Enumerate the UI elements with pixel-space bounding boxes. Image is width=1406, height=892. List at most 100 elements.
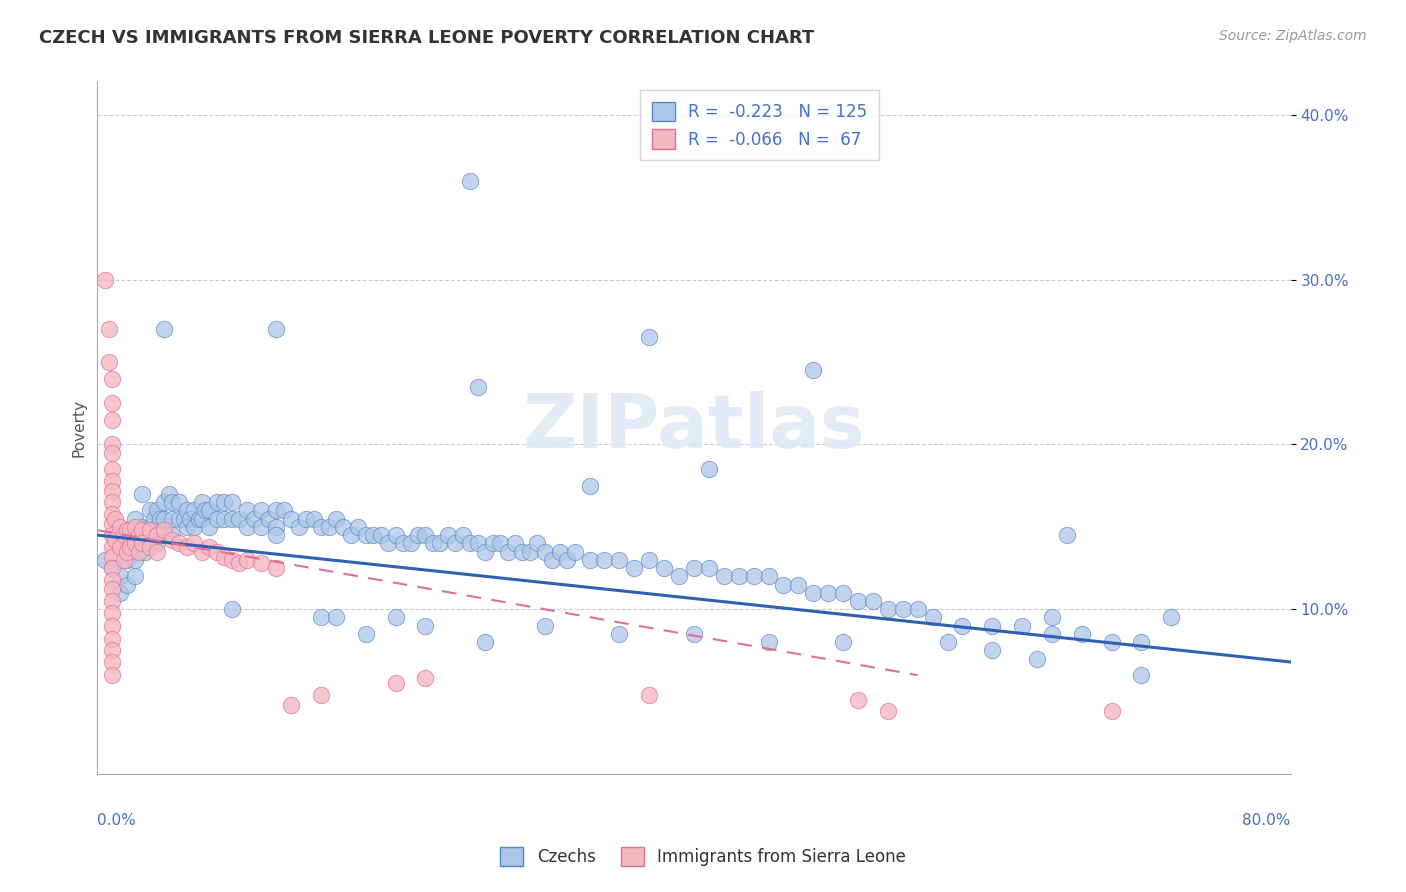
Point [98,355,121,369]
Point [101,582,124,597]
Point [198,540,221,554]
Point [266,528,288,542]
Point [228,556,250,570]
Point [228,511,250,525]
Point [437,528,460,542]
Point [309,688,332,702]
Point [131,536,153,550]
Point [101,668,124,682]
Point [250,503,273,517]
Point [104,528,127,542]
Point [173,511,195,525]
Point [332,520,354,534]
Point [503,536,526,550]
Point [169,495,191,509]
Point [474,635,496,649]
Point [112,528,135,542]
Point [250,556,273,570]
Point [772,577,794,591]
Point [101,561,124,575]
Point [146,520,169,534]
Point [146,528,169,542]
Point [101,632,124,646]
Point [846,693,869,707]
Point [533,544,555,558]
Point [101,594,124,608]
Point [713,569,735,583]
Point [1070,627,1092,641]
Point [187,511,209,525]
Point [318,520,340,534]
Point [101,606,124,620]
Point [176,520,198,534]
Point [112,553,135,567]
Point [458,536,481,550]
Point [235,503,257,517]
Point [273,503,295,517]
Point [212,495,235,509]
Point [354,627,377,641]
Point [169,511,191,525]
Text: 0.0%: 0.0% [97,813,136,828]
Point [243,511,266,525]
Point [280,698,302,712]
Point [652,561,675,575]
Point [952,618,974,632]
Point [638,553,661,567]
Point [138,523,160,537]
Point [415,618,437,632]
Point [138,536,160,550]
Point [340,528,363,542]
Point [489,536,512,550]
Point [801,586,824,600]
Point [891,602,914,616]
Point [108,586,131,600]
Point [146,536,169,550]
Point [325,610,347,624]
Point [1011,618,1033,632]
Point [131,536,153,550]
Point [153,511,176,525]
Point [131,520,153,534]
Point [101,437,124,451]
Point [467,536,489,550]
Point [183,503,205,517]
Point [146,503,169,517]
Point [112,544,135,558]
Point [190,511,212,525]
Point [876,602,898,616]
Point [108,520,131,534]
Point [526,536,548,550]
Point [266,503,288,517]
Point [280,511,302,525]
Y-axis label: Poverty: Poverty [72,399,86,457]
Point [120,540,142,554]
Point [817,586,839,600]
Point [325,511,347,525]
Point [266,520,288,534]
Point [257,511,280,525]
Point [104,533,127,547]
Point [1130,668,1153,682]
Point [221,553,243,567]
Point [115,523,138,537]
Point [205,544,228,558]
Point [347,520,370,534]
Point [309,520,332,534]
Point [384,676,406,690]
Point [384,528,406,542]
Point [235,553,257,567]
Point [134,544,156,558]
Point [555,553,578,567]
Point [101,413,124,427]
Point [115,577,138,591]
Point [179,511,201,525]
Point [128,544,150,558]
Point [120,523,142,537]
Point [94,553,117,567]
Point [128,528,150,542]
Point [108,569,131,583]
Point [101,540,124,554]
Point [153,523,176,537]
Point [124,569,146,583]
